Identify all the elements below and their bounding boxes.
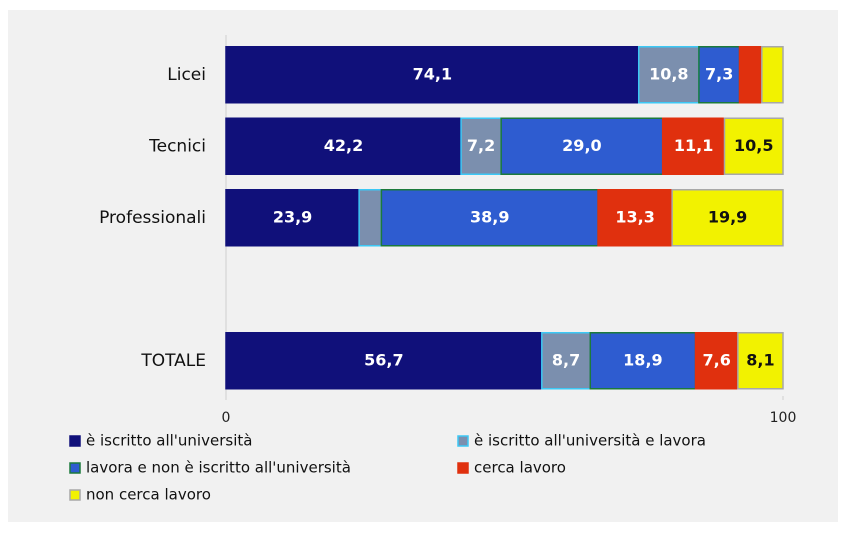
value-label: 42,2 <box>324 136 363 155</box>
legend-label: cerca lavoro <box>474 459 566 477</box>
bar-segment <box>225 117 462 175</box>
legend-swatch <box>69 462 81 474</box>
bar-segment <box>738 46 763 104</box>
value-label: 13,3 <box>615 207 654 226</box>
value-label: 8,7 <box>552 350 580 369</box>
bar-segment <box>380 189 599 247</box>
x-tick-label: 100 <box>770 410 797 426</box>
value-label: 19,9 <box>708 207 747 226</box>
legend-label: è iscritto all'università <box>86 432 252 450</box>
bar-segment <box>358 189 383 247</box>
legend-swatch <box>69 489 81 501</box>
legend-swatch <box>457 435 469 447</box>
value-label: 11,1 <box>674 136 713 155</box>
bar-segment <box>500 117 664 175</box>
legend-label: è iscritto all'università e lavora <box>474 432 706 450</box>
value-label: 7,2 <box>467 136 495 155</box>
value-label: 10,8 <box>649 64 688 83</box>
bar-segment <box>541 332 592 390</box>
bar-segment <box>225 46 640 104</box>
value-label: 38,9 <box>470 207 509 226</box>
y-tick-label: TOTALE <box>140 351 206 371</box>
value-label: 18,9 <box>623 350 662 369</box>
legend-swatch <box>457 462 469 474</box>
legend-label: non cerca lavoro <box>86 486 211 504</box>
value-label: 7,6 <box>703 350 731 369</box>
legend-label: lavora e non è iscritto all'università <box>86 459 351 477</box>
x-tick-label: 0 <box>222 410 231 426</box>
y-tick-label: Professionali <box>99 208 206 228</box>
bar-segment <box>671 189 784 247</box>
bar-segment <box>661 117 726 175</box>
legend-swatch <box>69 435 81 447</box>
y-tick-label: Licei <box>167 65 206 85</box>
value-label: 10,5 <box>734 136 773 155</box>
value-label: 7,3 <box>705 64 733 83</box>
bar-segment <box>723 117 784 175</box>
bar-segment <box>761 46 784 104</box>
value-label: 23,9 <box>273 207 312 226</box>
value-label: 29,0 <box>562 136 601 155</box>
bar-segment <box>737 332 784 390</box>
value-label: 8,1 <box>746 350 774 369</box>
bar-segment <box>225 332 543 390</box>
value-label: 74,1 <box>413 64 452 83</box>
bar-segment <box>460 117 502 175</box>
value-label: 56,7 <box>364 350 403 369</box>
bar-segment <box>225 189 360 247</box>
bar-segment <box>597 189 673 247</box>
y-tick-label: Tecnici <box>148 136 206 156</box>
